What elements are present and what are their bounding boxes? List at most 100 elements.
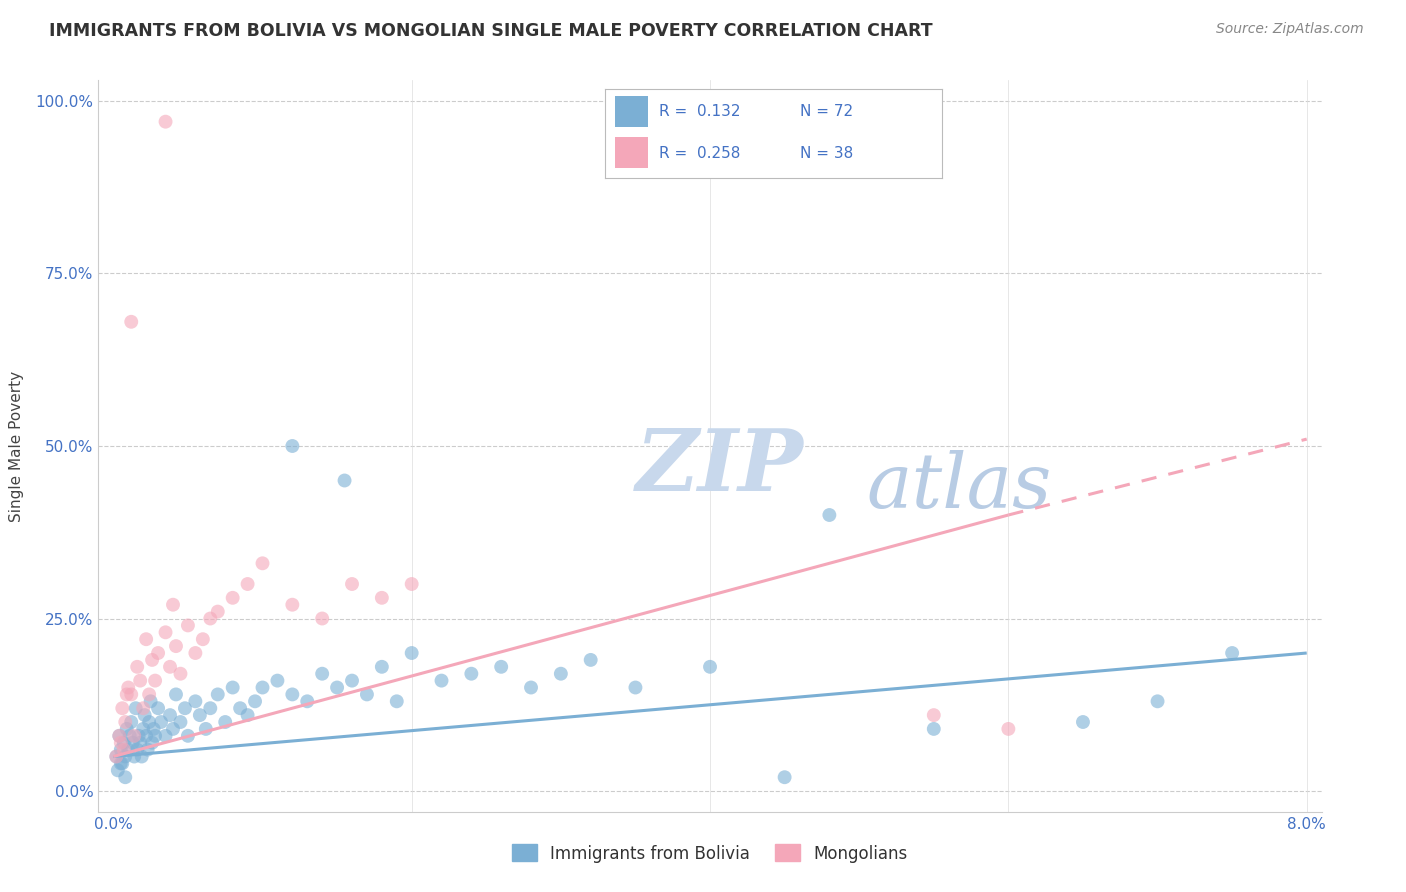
Point [118,729,141,743]
Point [165,687,187,701]
Point [129,673,152,688]
Point [922,722,945,736]
Point [624,681,647,695]
Point [105,749,128,764]
Point [114,714,136,729]
Point [120,714,142,729]
Text: ZIP: ZIP [636,425,803,508]
Point [169,714,191,729]
Point [489,660,512,674]
Point [252,681,274,695]
Point [401,577,423,591]
Point [105,749,128,764]
Point [110,756,132,771]
Point [112,742,135,756]
Point [115,687,138,701]
Bar [614,137,648,168]
Y-axis label: Single Male Poverty: Single Male Poverty [10,370,24,522]
Point [252,557,274,571]
Point [200,701,222,715]
Point [115,722,138,736]
Point [117,742,139,756]
Point [333,474,356,488]
Point [120,687,142,701]
Point [385,694,408,708]
Point [214,714,236,729]
Point [207,605,229,619]
Point [110,742,132,756]
Point [121,736,143,750]
Point [159,708,181,723]
Point [266,673,288,688]
Point [579,653,602,667]
Point [520,681,543,695]
Point [120,315,142,329]
Text: atlas: atlas [866,450,1052,524]
Point [297,694,319,708]
Point [191,632,214,647]
Point [236,708,259,723]
Point [143,673,166,688]
Point [107,764,129,778]
Point [997,722,1019,736]
Point [236,577,259,591]
Legend: Immigrants from Bolivia, Mongolians: Immigrants from Bolivia, Mongolians [506,838,914,869]
Point [165,639,187,653]
Point [243,694,266,708]
Point [108,729,131,743]
Point [311,611,333,625]
Point [229,701,252,715]
Point [134,708,156,723]
Point [340,577,363,591]
Point [141,736,163,750]
Point [818,508,841,522]
Point [150,714,173,729]
Point [108,729,131,743]
Point [177,618,200,632]
Point [127,660,149,674]
Point [281,687,304,701]
Point [311,666,333,681]
Point [326,681,349,695]
Point [112,736,135,750]
Point [143,729,166,743]
Point [132,722,155,736]
Point [117,681,139,695]
Point [138,687,160,701]
Point [200,611,222,625]
Point [110,736,132,750]
Point [430,673,453,688]
Text: N = 72: N = 72 [800,104,853,119]
Point [221,681,243,695]
Point [184,646,207,660]
Point [122,729,145,743]
Point [132,701,155,715]
Point [139,694,162,708]
Point [460,666,482,681]
Point [155,729,177,743]
Point [122,749,145,764]
Point [356,687,378,701]
Point [340,673,363,688]
Point [111,701,134,715]
Point [155,625,177,640]
Text: IMMIGRANTS FROM BOLIVIA VS MONGOLIAN SINGLE MALE POVERTY CORRELATION CHART: IMMIGRANTS FROM BOLIVIA VS MONGOLIAN SIN… [49,22,932,40]
Point [138,714,160,729]
Point [184,694,207,708]
Point [162,722,184,736]
Point [699,660,721,674]
Point [135,729,157,743]
Point [155,114,177,128]
Point [146,646,169,660]
Point [194,722,217,736]
Point [401,646,423,660]
Point [1220,646,1243,660]
Point [111,756,134,771]
Point [207,687,229,701]
Point [281,439,304,453]
Point [177,729,200,743]
Point [128,729,150,743]
Point [136,742,159,756]
Point [141,653,163,667]
Point [371,660,394,674]
